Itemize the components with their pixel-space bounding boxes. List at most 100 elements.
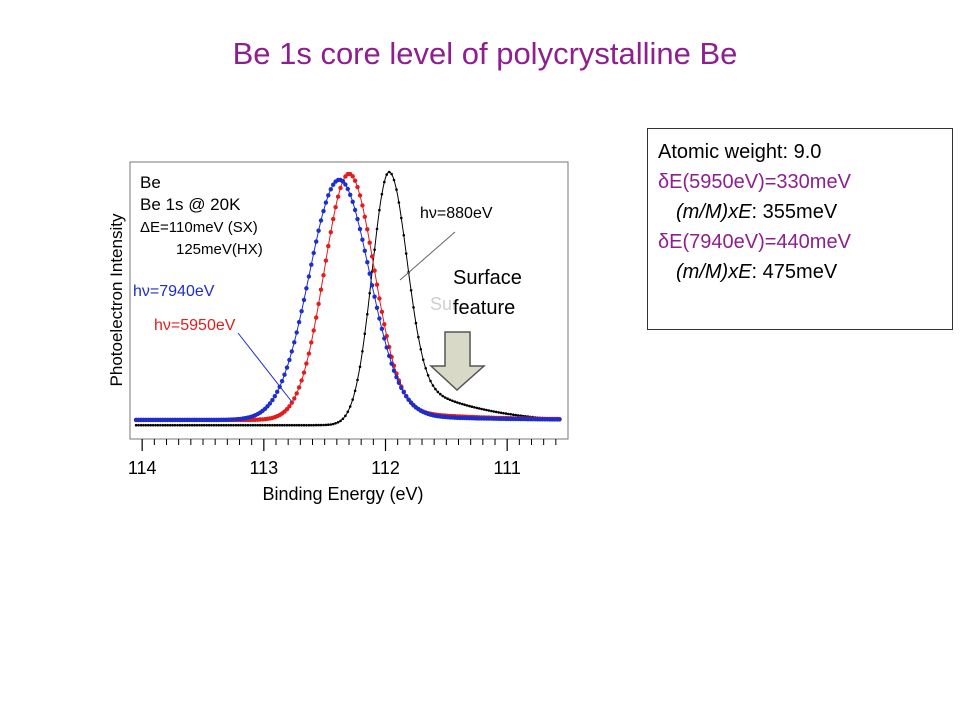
data-point [350, 199, 355, 204]
data-point [322, 423, 325, 427]
data-point [404, 252, 408, 255]
data-point [456, 401, 459, 404]
legend-line-element: Be [140, 173, 161, 192]
data-point [357, 193, 363, 198]
data-point [278, 423, 282, 427]
data-point [497, 411, 501, 414]
data-point [258, 423, 262, 427]
data-point [399, 385, 404, 391]
data-point [397, 201, 401, 204]
data-point [273, 423, 277, 427]
data-point [202, 423, 206, 427]
data-point [268, 423, 272, 427]
data-point [241, 423, 245, 427]
data-point [485, 408, 488, 412]
data-point [406, 397, 411, 402]
data-point [299, 309, 304, 314]
data-point [379, 326, 385, 331]
data-point [387, 353, 392, 359]
data-point [156, 423, 160, 427]
data-point [384, 345, 389, 350]
data-point [239, 423, 242, 427]
data-point [144, 423, 148, 427]
data-point [287, 357, 292, 363]
data-point [305, 423, 308, 427]
data-point [142, 423, 145, 427]
data-point [389, 361, 394, 366]
data-point [311, 328, 316, 333]
data-point [358, 365, 362, 369]
data-point [296, 385, 302, 390]
data-point [318, 218, 324, 223]
data-point [404, 394, 409, 399]
data-point [256, 423, 260, 427]
data-point [387, 170, 391, 174]
data-point [161, 423, 165, 427]
data-point [499, 411, 503, 415]
data-point [159, 423, 162, 427]
data-point [285, 423, 289, 427]
data-point [424, 367, 428, 370]
data-point [328, 230, 333, 235]
pointer-line-blue [237, 332, 293, 403]
data-point [380, 192, 384, 196]
data-point [365, 260, 370, 265]
data-point [477, 407, 481, 410]
data-point [487, 409, 491, 412]
data-point [372, 268, 377, 273]
data-point [360, 203, 365, 208]
data-point [436, 390, 440, 394]
data-point [173, 423, 177, 427]
data-point [207, 423, 211, 427]
data-point [421, 358, 425, 362]
data-point [288, 423, 291, 427]
data-point [326, 193, 331, 198]
data-point [357, 226, 363, 232]
data-point [446, 397, 449, 401]
data-point [390, 172, 393, 176]
data-point [360, 237, 365, 242]
data-point [367, 271, 372, 276]
recoil-formula-7940: (m/M)xE [676, 261, 752, 283]
data-point [351, 398, 355, 401]
data-point [344, 414, 347, 418]
data-point [412, 306, 415, 309]
data-point [333, 205, 338, 210]
data-point [366, 312, 369, 316]
data-point [465, 404, 469, 407]
data-point [270, 397, 275, 403]
data-point [339, 419, 342, 423]
data-point [350, 174, 355, 179]
surface-arrow [429, 331, 486, 392]
data-point [205, 423, 208, 427]
data-point [326, 243, 331, 249]
data-point [441, 394, 445, 398]
data-point [323, 200, 329, 205]
data-point [509, 413, 513, 416]
data-point [289, 349, 294, 354]
data-point [470, 405, 474, 409]
data-point [336, 421, 340, 424]
data-point [417, 335, 420, 339]
data-point [306, 351, 312, 356]
data-point [137, 423, 140, 427]
data-point [237, 423, 240, 427]
data-point [283, 423, 286, 427]
atomic-weight: Atomic weight: 9.0 [658, 141, 822, 163]
data-point [234, 423, 238, 427]
data-point [266, 423, 269, 427]
data-point [151, 423, 155, 427]
data-point [512, 413, 515, 417]
data-point [395, 188, 398, 191]
data-point [473, 406, 476, 409]
data-point [324, 423, 328, 427]
data-point [188, 423, 191, 427]
data-point [222, 423, 225, 427]
data-point [267, 401, 273, 406]
data-point [251, 423, 255, 427]
recoil-formula-5950: (m/M)xE [676, 201, 752, 223]
data-point [217, 423, 221, 427]
x-tick-label: 112 [371, 458, 400, 478]
data-point [282, 372, 287, 377]
